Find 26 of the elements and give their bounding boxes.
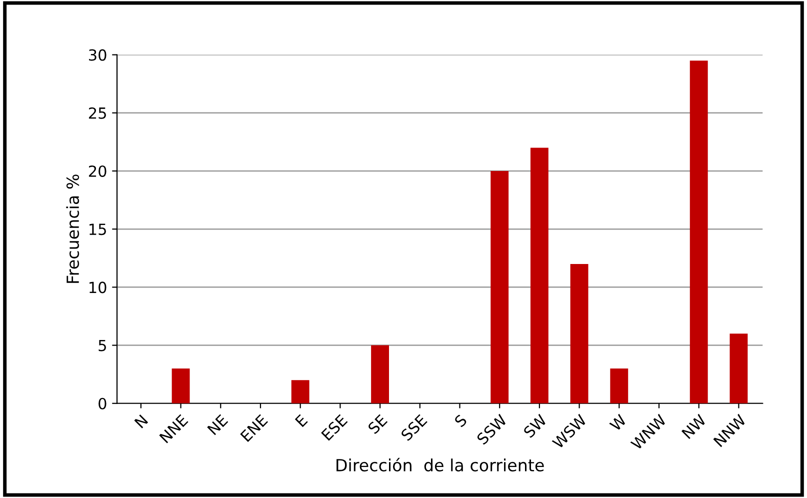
bar: [172, 368, 190, 404]
x-axis-title: Dirección de la corriente: [336, 458, 544, 472]
bar: [490, 170, 509, 404]
x-tick-label: SE: [367, 414, 388, 434]
y-tick-label: 15: [90, 224, 106, 236]
bar: [690, 60, 708, 404]
x-tick-label: NW: [681, 414, 707, 440]
x-tick-label: N: [134, 414, 148, 428]
y-tick-label: 10: [90, 282, 106, 294]
y-tick-label: 25: [88, 107, 106, 119]
y-tick-label: 5: [98, 340, 106, 352]
x-tick-label: S: [454, 414, 468, 428]
bar: [291, 380, 310, 404]
x-tick-label: E: [294, 414, 308, 428]
x-tick-label: SW: [522, 414, 548, 438]
y-tick-label: 30: [89, 49, 106, 61]
bar: [371, 345, 390, 404]
y-axis-title: Frecuencia %: [66, 174, 80, 283]
bar: [610, 368, 628, 404]
bar: [530, 148, 548, 404]
y-tick-label: 20: [88, 165, 106, 177]
x-tick-label: NE: [207, 414, 228, 436]
bar: [570, 264, 588, 404]
y-tick-label: 0: [98, 398, 106, 410]
bar: [730, 334, 748, 404]
x-tick-label: W: [609, 414, 628, 432]
